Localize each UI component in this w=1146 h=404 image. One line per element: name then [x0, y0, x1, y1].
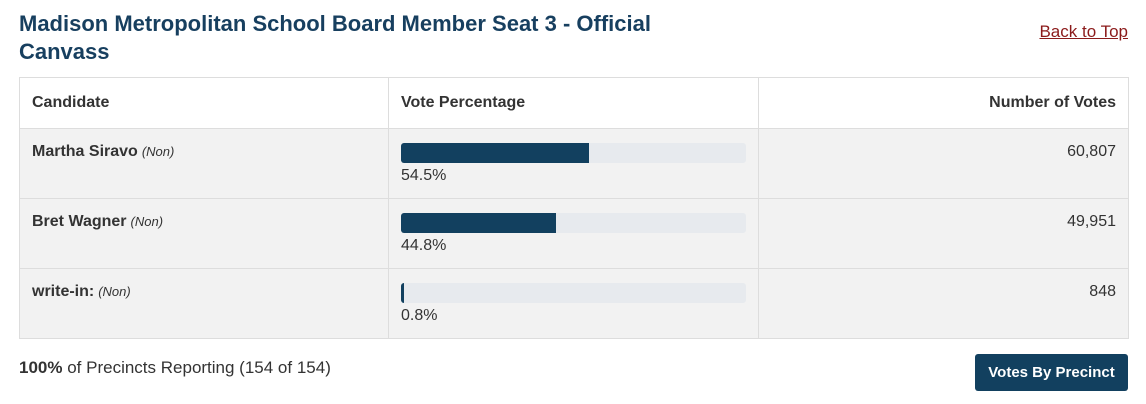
votes-cell: 60,807 — [758, 128, 1129, 199]
candidate-row: Martha Siravo (Non) 54.5% 60,807 — [19, 128, 1129, 199]
percent-label: 0.8% — [401, 307, 438, 324]
column-header: Vote Percentage — [388, 77, 759, 129]
percent-cell: 44.8% — [388, 198, 759, 269]
candidate-name: Martha Siravo — [32, 143, 138, 160]
candidate-name: Bret Wagner — [32, 213, 127, 230]
column-header: Candidate — [19, 77, 389, 129]
percent-label: 54.5% — [401, 167, 447, 184]
votes-by-precinct-button[interactable]: Votes By Precinct — [975, 354, 1128, 391]
votes-cell: 848 — [758, 268, 1129, 339]
vote-bar — [401, 283, 404, 303]
votes-cell: 49,951 — [758, 198, 1129, 269]
reporting-text: of Precincts Reporting (154 of 154) — [67, 358, 331, 377]
percent-cell: 54.5% — [388, 128, 759, 199]
bar-track — [401, 143, 746, 163]
title: Madison Metropolitan School Board Member… — [19, 11, 651, 64]
candidate-row: write-in: (Non) 0.8% 848 — [19, 268, 1129, 339]
column-header: Number of Votes — [758, 77, 1129, 129]
reporting-percent: 100% — [19, 358, 63, 377]
vote-bar — [401, 143, 590, 163]
candidate-party: (Non) — [141, 144, 175, 159]
bar-track — [401, 213, 746, 233]
candidate-row: Bret Wagner (Non) 44.8% 49,951 — [19, 198, 1129, 269]
candidate-party: (Non) — [98, 284, 131, 299]
results-table: Candidate Vote Percentage Number of Vote… — [19, 77, 1129, 339]
percent-label: 44.8% — [401, 237, 447, 254]
bar-track — [401, 283, 746, 303]
header-row: Candidate Vote Percentage Number of Vote… — [19, 77, 1129, 129]
candidate-party: (Non) — [130, 214, 164, 229]
candidate-cell: Bret Wagner (Non) — [19, 198, 389, 269]
vote-bar — [401, 213, 556, 233]
candidate-cell: Martha Siravo (Non) — [19, 128, 389, 199]
candidate-name: write-in: — [32, 283, 95, 300]
reporting-status: 100% of Precincts Reporting (154 of 154) — [19, 358, 331, 378]
back-to-top-link[interactable]: Back to Top — [1039, 22, 1128, 41]
candidate-cell: write-in: (Non) — [19, 268, 389, 339]
percent-cell: 0.8% — [388, 268, 759, 339]
